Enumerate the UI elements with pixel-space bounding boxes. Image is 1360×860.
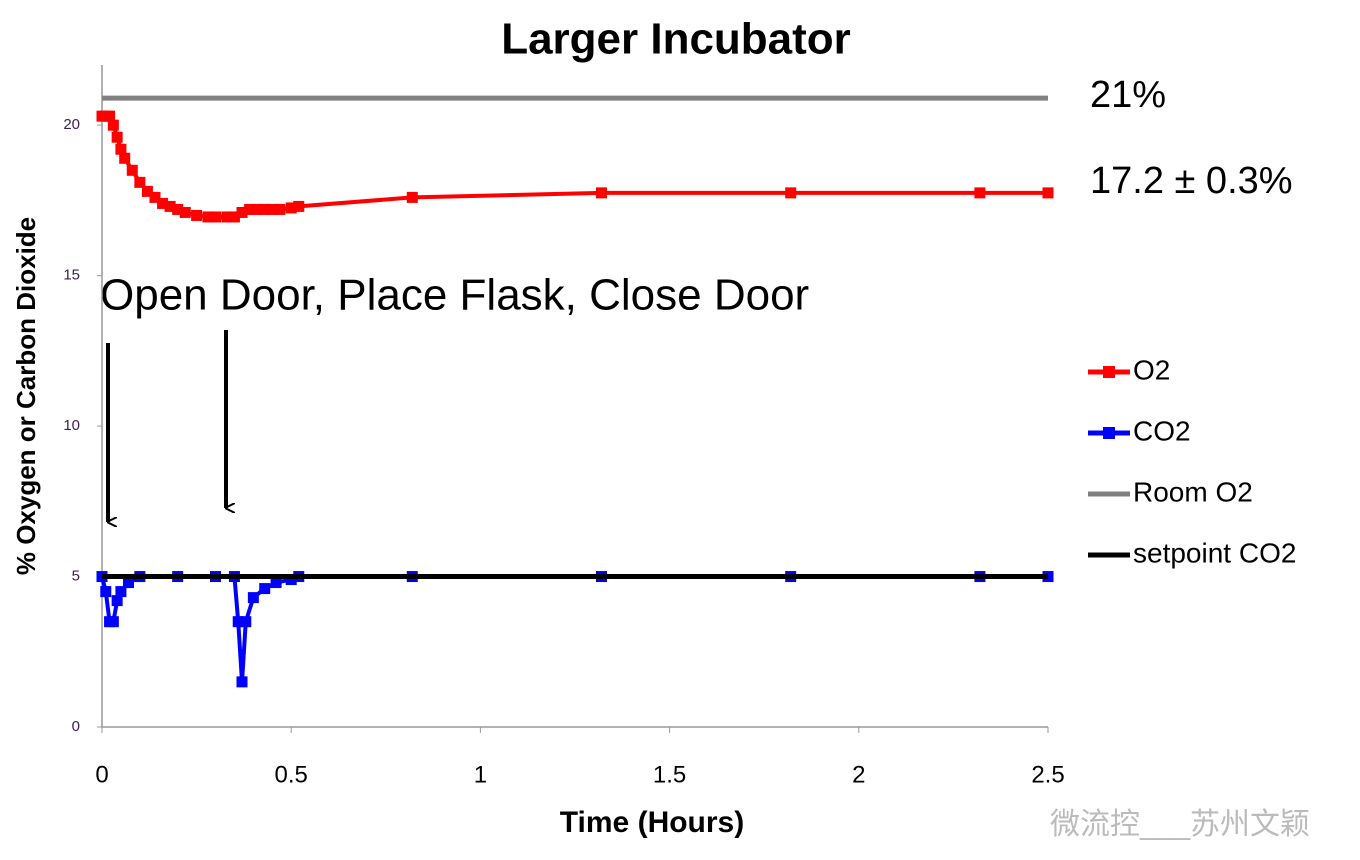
legend-label: O2 xyxy=(1133,354,1170,385)
data-point xyxy=(141,185,153,197)
x-tick-label: 0.5 xyxy=(275,761,308,788)
data-point xyxy=(274,203,286,215)
data-point xyxy=(240,616,252,628)
data-point xyxy=(285,202,297,214)
data-point xyxy=(259,203,271,215)
data-point xyxy=(191,209,203,221)
y-axis-label: % Oxygen or Carbon Dioxide xyxy=(11,217,41,575)
data-point xyxy=(107,616,119,628)
legend-marker xyxy=(1103,366,1115,378)
data-point xyxy=(247,592,259,604)
data-point xyxy=(134,176,146,188)
data-point xyxy=(259,583,271,595)
annotation: Open Door, Place Flask, Close Door xyxy=(100,271,809,320)
data-point xyxy=(228,211,240,223)
y-tick-label: 0 xyxy=(72,718,80,735)
annotation: 21% xyxy=(1090,74,1166,116)
data-point xyxy=(1042,187,1054,199)
data-point xyxy=(115,586,127,598)
data-point xyxy=(236,206,248,218)
series-line xyxy=(100,574,1048,684)
legend-label: CO2 xyxy=(1133,415,1191,446)
x-tick-label: 2.5 xyxy=(1031,761,1064,788)
legend-label: setpoint CO2 xyxy=(1133,537,1296,568)
data-point xyxy=(251,203,263,215)
data-point xyxy=(406,191,418,203)
x-tick-label: 1 xyxy=(474,761,487,788)
watermark: 微流控___苏州文颖 xyxy=(1050,808,1310,841)
data-point xyxy=(293,200,305,212)
x-tick-label: 0 xyxy=(95,761,108,788)
data-point xyxy=(111,131,123,143)
data-point xyxy=(100,586,112,598)
data-point xyxy=(221,211,233,223)
data-point xyxy=(157,197,169,209)
data-point xyxy=(270,577,282,589)
x-tick-label: 1.5 xyxy=(653,761,686,788)
y-tick-label: 10 xyxy=(63,417,80,434)
data-point xyxy=(595,187,607,199)
data-point xyxy=(236,676,248,688)
data-point xyxy=(232,616,244,628)
data-point xyxy=(172,203,184,215)
x-axis-label: Time (Hours) xyxy=(560,806,744,839)
x-tick-label: 2 xyxy=(852,761,865,788)
data-point xyxy=(164,200,176,212)
data-point xyxy=(244,203,256,215)
y-tick-label: 5 xyxy=(72,568,80,585)
data-point xyxy=(119,152,131,164)
legend-label: Room O2 xyxy=(1133,476,1253,507)
chart-title: Larger Incubator xyxy=(501,15,851,64)
data-point xyxy=(974,187,986,199)
y-tick-label: 15 xyxy=(63,267,80,284)
annotation: 17.2 ± 0.3% xyxy=(1090,160,1293,202)
data-point xyxy=(285,574,297,586)
series-line xyxy=(102,114,1048,219)
legend-marker xyxy=(1103,427,1115,439)
data-point xyxy=(111,595,123,607)
y-tick-label: 20 xyxy=(63,116,80,133)
data-point xyxy=(210,211,222,223)
data-point xyxy=(785,187,797,199)
data-point xyxy=(122,577,134,589)
data-point xyxy=(266,203,278,215)
data-point xyxy=(202,211,214,223)
data-point xyxy=(107,119,119,131)
data-point xyxy=(104,110,116,122)
data-point xyxy=(126,164,138,176)
data-point xyxy=(115,143,127,155)
data-point xyxy=(179,206,191,218)
data-point xyxy=(149,191,161,203)
